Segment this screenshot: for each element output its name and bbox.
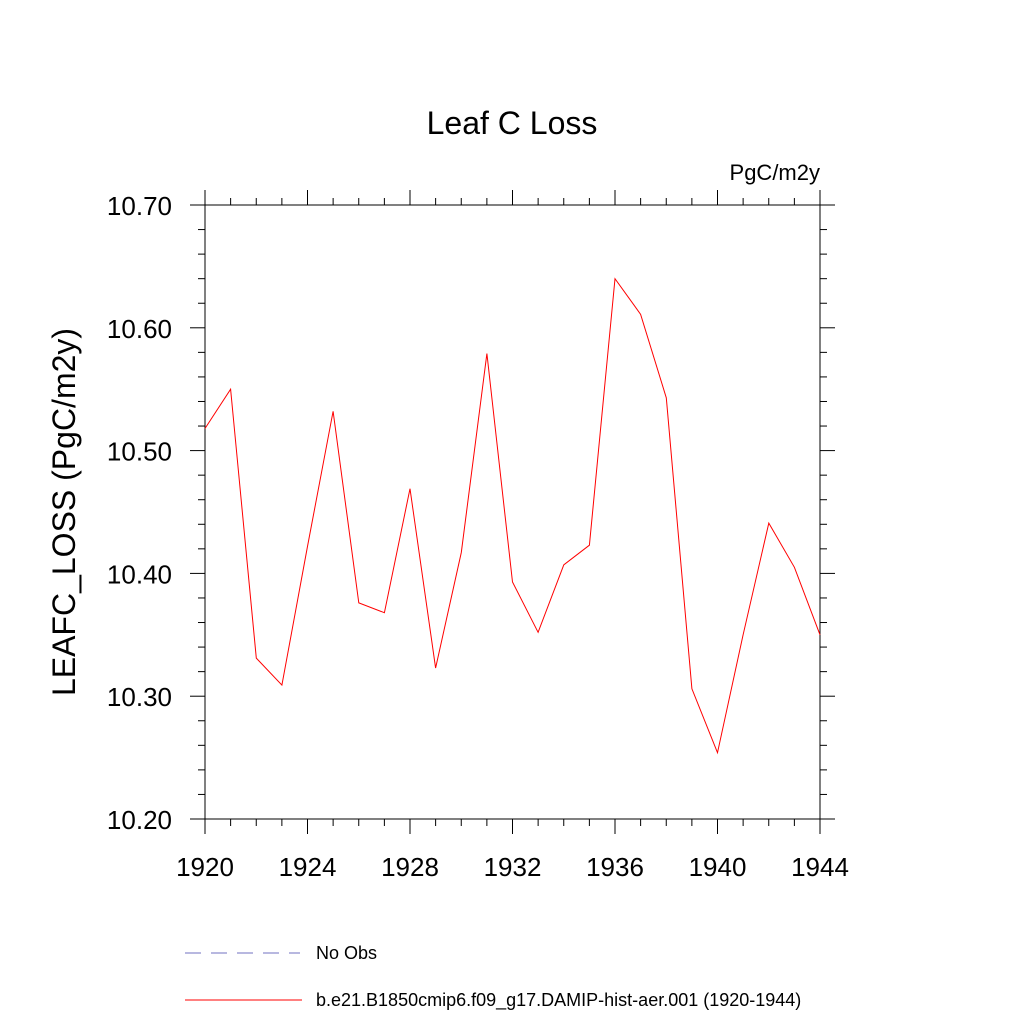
x-tick-label: 1940: [689, 852, 747, 882]
x-tick-label: 1936: [586, 852, 644, 882]
x-tick-label: 1944: [791, 852, 849, 882]
x-tick-label: 1928: [381, 852, 439, 882]
axis-ticks: [190, 190, 835, 834]
series-layer: [204, 277, 821, 755]
series-line-0: [204, 277, 821, 755]
y-axis-label: LEAFC_LOSS (PgC/m2y): [46, 328, 82, 696]
x-tick-label: 1920: [176, 852, 234, 882]
y-tick-label: 10.30: [107, 682, 172, 712]
legend: No Obs b.e21.B1850cmip6.f09_g17.DAMIP-hi…: [185, 943, 801, 1011]
plot-frame: [204, 204, 821, 820]
y-tick-label: 10.50: [107, 437, 172, 467]
y-tick-label: 10.60: [107, 314, 172, 344]
y-tick-label: 10.20: [107, 805, 172, 835]
units-label: PgC/m2y: [730, 160, 820, 185]
axis-tick-labels: 1920 1924 1928 1932 1936 1940 1944 10.20 10.30 10…: [107, 191, 849, 882]
x-tick-label: 1932: [484, 852, 542, 882]
chart-title: Leaf C Loss: [427, 105, 598, 141]
y-tick-label: 10.70: [107, 191, 172, 221]
x-tick-label: 1924: [279, 852, 337, 882]
y-tick-label: 10.40: [107, 559, 172, 589]
legend-label-model: b.e21.B1850cmip6.f09_g17.DAMIP-hist-aer.…: [316, 990, 801, 1011]
legend-label-no-obs: No Obs: [316, 943, 377, 963]
